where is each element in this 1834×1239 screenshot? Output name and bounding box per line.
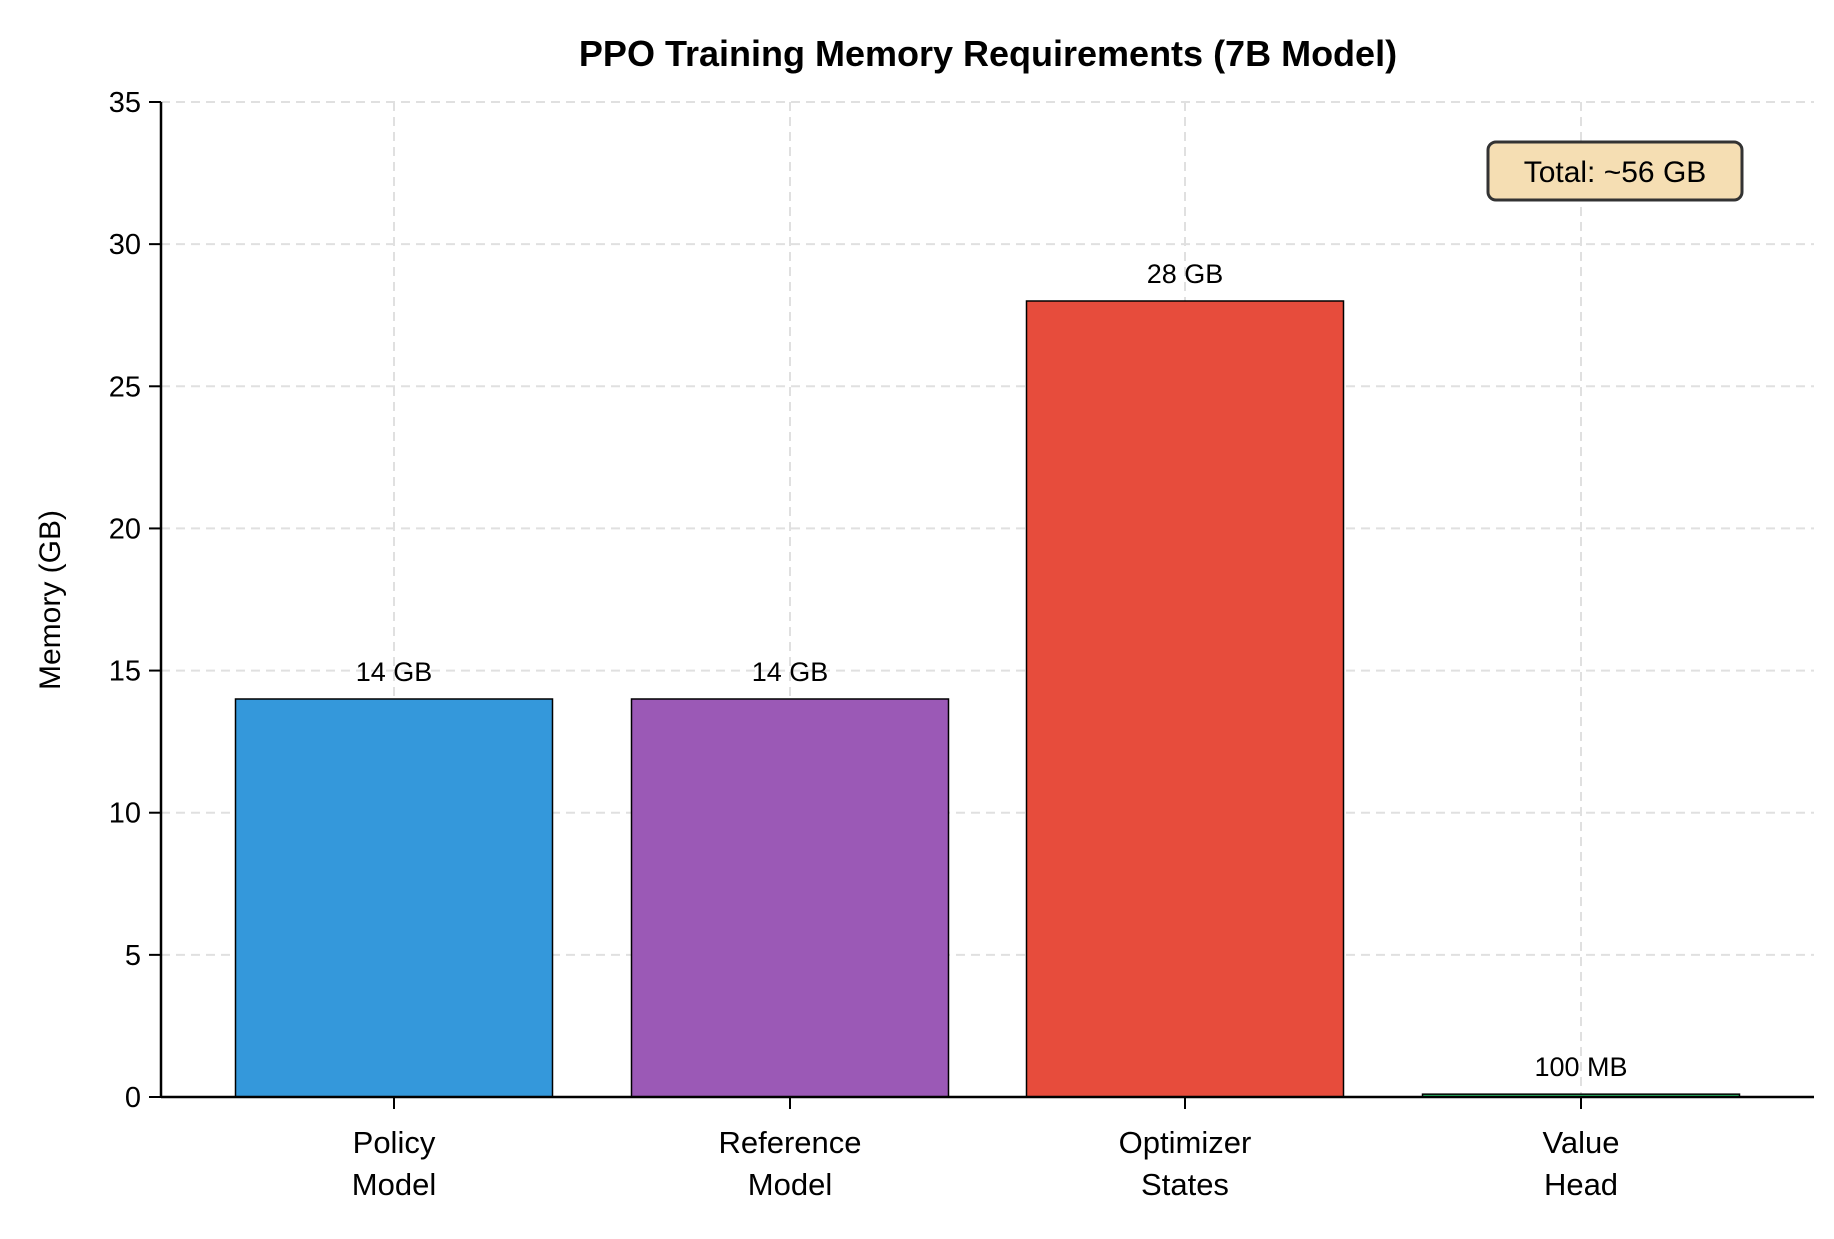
data-label: 14 GB <box>356 657 433 687</box>
y-tick-label: 0 <box>125 1082 141 1114</box>
y-axis-label: Memory (GB) <box>34 510 67 690</box>
x-tick-label: Reference <box>718 1125 861 1160</box>
y-tick-label: 35 <box>109 87 141 119</box>
bars: 14 GB 14 GB 28 GB 100 MB <box>234 259 1741 1098</box>
data-label: 100 MB <box>1534 1052 1627 1082</box>
y-tick-label: 25 <box>109 371 141 403</box>
total-annotation: Total: ~56 GB <box>1486 140 1744 202</box>
axes: 0 5 10 15 20 25 30 35 Policy Model Reference Model O… <box>109 87 1814 1202</box>
bar <box>1025 300 1345 1098</box>
bar <box>630 698 950 1098</box>
y-tick-label: 15 <box>109 656 141 688</box>
x-tick-label: Model <box>352 1167 436 1202</box>
x-tick-label: Head <box>1544 1167 1618 1202</box>
annotation-box <box>1486 140 1744 202</box>
x-tick-label: Optimizer <box>1119 1125 1252 1160</box>
data-label: 14 GB <box>752 657 829 687</box>
data-label: 28 GB <box>1147 259 1224 289</box>
x-tick-label: Policy <box>353 1125 436 1160</box>
x-tick-label: Model <box>748 1167 832 1202</box>
y-tick-label: 5 <box>125 940 141 972</box>
chart-title: PPO Training Memory Requirements (7B Mod… <box>579 33 1397 74</box>
x-tick-label: Value <box>1543 1125 1620 1160</box>
y-tick-label: 30 <box>109 229 141 261</box>
y-tick-label: 20 <box>109 513 141 545</box>
x-tick-label: States <box>1141 1167 1229 1202</box>
annotation-text: Total: ~56 GB <box>1524 156 1707 189</box>
bar <box>234 698 554 1098</box>
y-tick-label: 10 <box>109 798 141 830</box>
